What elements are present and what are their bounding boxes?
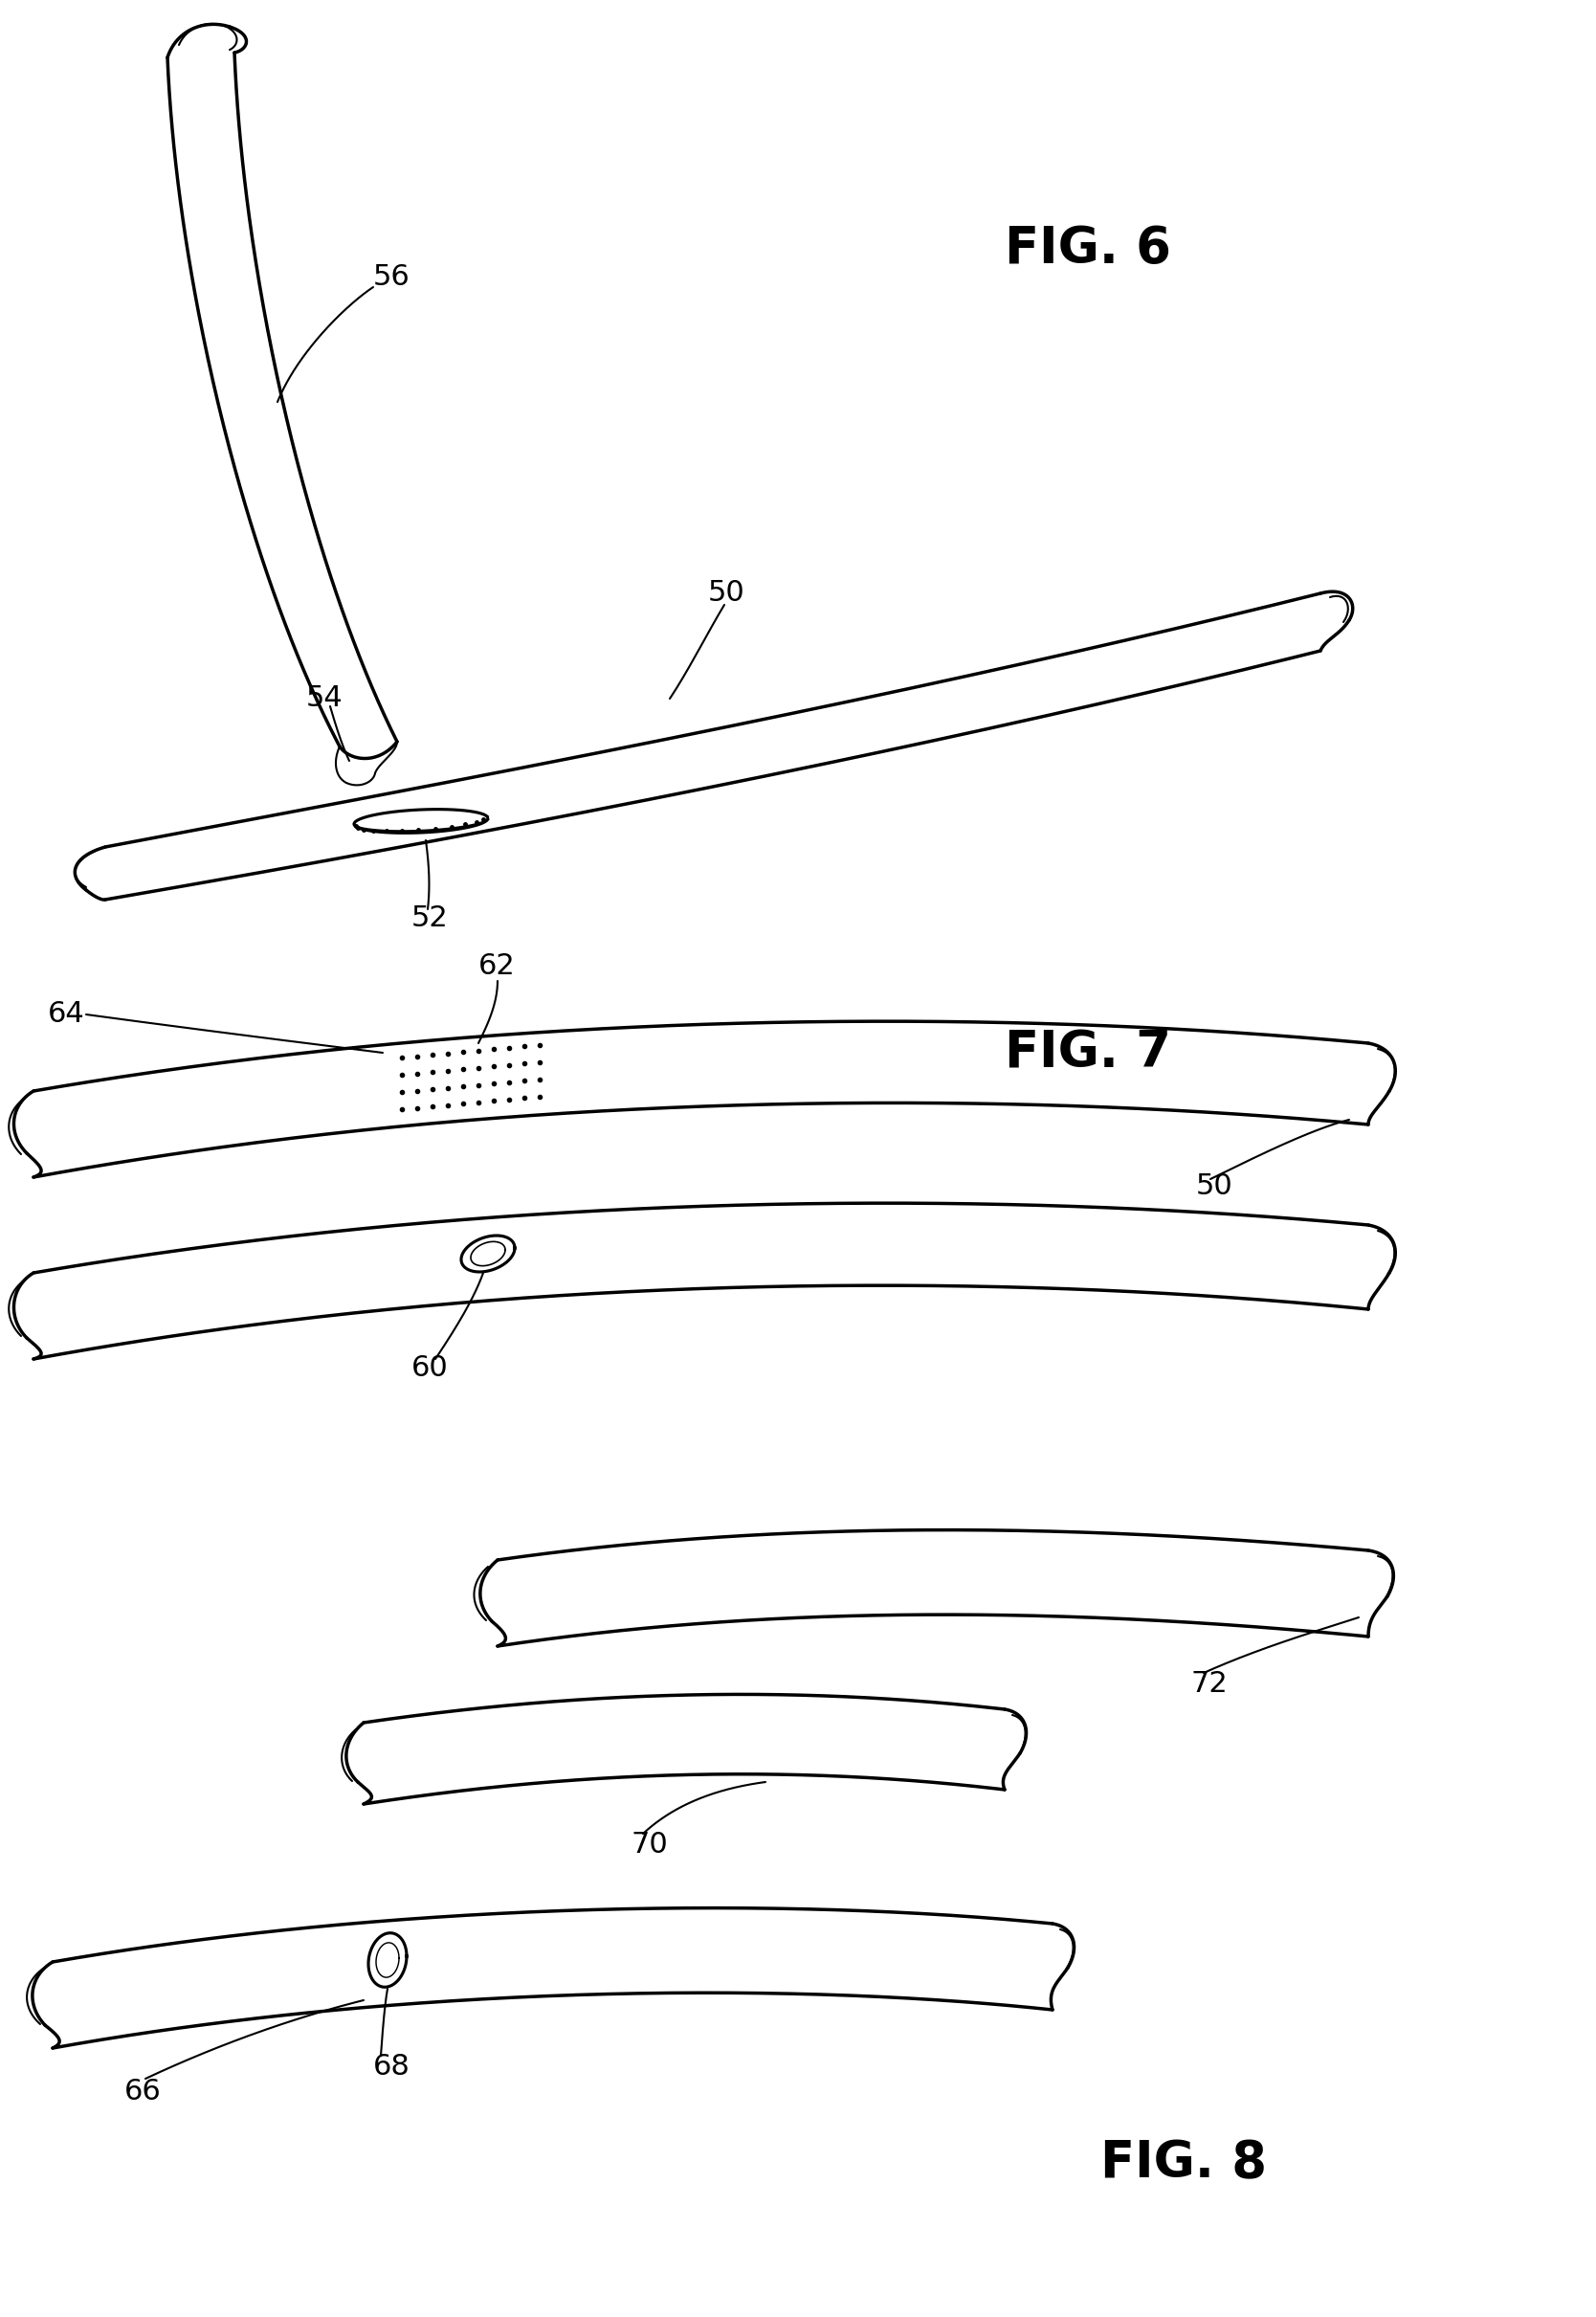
Text: 54: 54 bbox=[306, 686, 343, 714]
Text: 64: 64 bbox=[48, 1001, 85, 1029]
Text: 68: 68 bbox=[373, 2053, 410, 2081]
Text: FIG. 6: FIG. 6 bbox=[1004, 225, 1171, 273]
Text: FIG. 8: FIG. 8 bbox=[1100, 2139, 1267, 2187]
Text: 62: 62 bbox=[479, 952, 516, 980]
Text: 56: 56 bbox=[373, 264, 410, 292]
Text: 72: 72 bbox=[1191, 1671, 1229, 1698]
Text: FIG. 7: FIG. 7 bbox=[1004, 1029, 1171, 1077]
Text: 70: 70 bbox=[632, 1830, 669, 1858]
Text: 52: 52 bbox=[412, 906, 448, 934]
Text: 50: 50 bbox=[1195, 1172, 1234, 1200]
Text: 50: 50 bbox=[709, 579, 745, 607]
Text: 60: 60 bbox=[412, 1355, 448, 1383]
Text: 66: 66 bbox=[124, 2078, 161, 2106]
